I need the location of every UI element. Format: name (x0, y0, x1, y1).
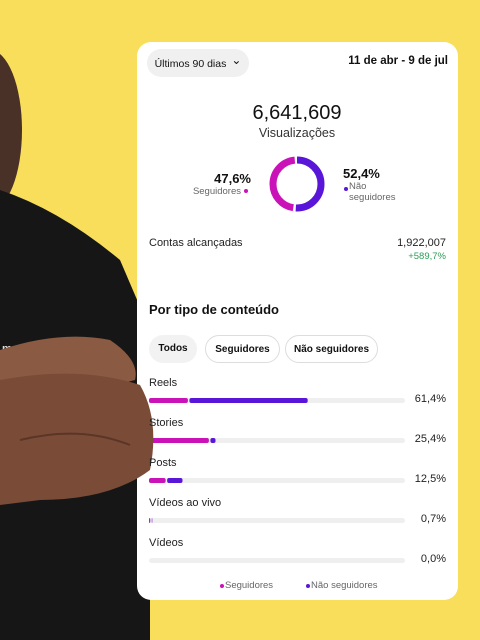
content-tab[interactable]: Seguidores (205, 335, 280, 363)
total-label: Visualizações (258, 126, 336, 140)
followers-label: Seguidores (193, 186, 251, 197)
non-followers-label: Não seguidores (349, 181, 396, 203)
bar-followers (149, 398, 188, 403)
reach-label: Contas alcançadas (149, 237, 243, 249)
bar-track (149, 518, 405, 523)
date-range: 11 de abr - 9 de jul (348, 55, 448, 67)
bar-followers (149, 438, 209, 443)
followers-pct: 47,6% (214, 171, 251, 186)
content-name: Stories (149, 417, 184, 429)
section-title: Por tipo de conteúdo (149, 302, 279, 317)
period-selector[interactable]: Últimos 90 dias ⌄ (147, 49, 249, 77)
content-tab[interactable]: Todos (149, 335, 197, 363)
bar-non-followers (151, 518, 153, 523)
content-name: Vídeos ao vivo (149, 497, 222, 509)
legend-label: Não seguidores (311, 580, 378, 591)
bar-followers (149, 518, 151, 523)
reach-change: +589,7% (408, 251, 446, 262)
total-views: 6,641,609 (252, 102, 342, 124)
legend-dot (220, 584, 224, 588)
donut-followers (269, 156, 325, 212)
content-pct: 0,7% (420, 513, 446, 525)
bar-non-followers (167, 478, 183, 483)
bar-non-followers (210, 438, 216, 443)
bar-track (149, 478, 405, 483)
followers-name: Seguidores (192, 186, 241, 197)
legend-dot (306, 584, 310, 588)
legend-label: Seguidores (225, 580, 274, 591)
bar-track (149, 558, 405, 563)
reach-value: 1,922,007 (397, 237, 446, 249)
bar-non-followers (189, 398, 308, 403)
chevron: ⌄ (231, 53, 242, 67)
content-pct: 25,4% (414, 433, 446, 445)
donut-non-followers (269, 156, 325, 212)
content-name: Vídeos (149, 537, 184, 549)
content-pct: 0,0% (420, 553, 446, 565)
content-name: Reels (149, 377, 178, 389)
non-followers-pct: 52,4% (343, 166, 380, 181)
bar-followers (149, 478, 166, 483)
dot (244, 189, 248, 194)
content-name: Posts (149, 457, 177, 469)
period-label: Últimos 90 dias (154, 58, 227, 70)
content-pct: 61,4% (414, 393, 446, 405)
content-pct: 12,5% (414, 473, 446, 485)
content-tab[interactable]: Não seguidores (285, 335, 378, 363)
insights-card (137, 42, 458, 600)
non-followers-dot (344, 187, 348, 191)
